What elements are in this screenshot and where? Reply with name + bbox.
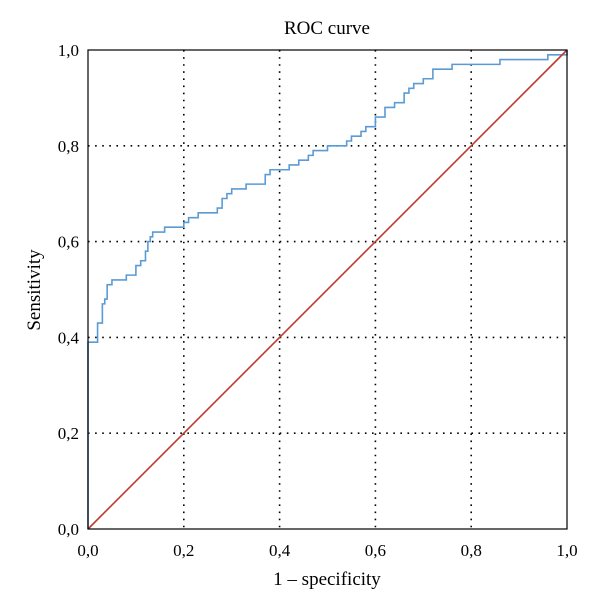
reference-diagonal-line <box>87 49 568 530</box>
x-tick-label: 0,2 <box>173 541 194 560</box>
y-tick-label: 1,0 <box>58 41 79 60</box>
x-tick-label: 0,6 <box>365 541 386 560</box>
grid-lines <box>88 50 567 529</box>
series-layer <box>87 49 568 530</box>
roc-curve-line <box>87 50 568 529</box>
x-tick-label: 0,0 <box>77 541 98 560</box>
x-axis-title: 1 – specificity <box>273 569 381 590</box>
x-tick-label: 1,0 <box>556 541 577 560</box>
y-tick-label: 0,6 <box>58 233 79 252</box>
y-tick-label: 0,8 <box>58 137 79 156</box>
x-tick-label: 0,4 <box>269 541 291 560</box>
plot-frame <box>87 49 568 530</box>
y-tick-label: 0,2 <box>58 424 79 443</box>
y-axis-title: Sensitivity <box>24 249 45 331</box>
tick-labels: 0,0 0,2 0,4 0,6 0,8 1,0 0,0 0,2 0,4 0,6 0,8 1,0 <box>58 41 578 560</box>
y-tick-label: 0,0 <box>58 520 79 539</box>
chart-title: ROC curve <box>284 18 370 39</box>
y-tick-label: 0,4 <box>58 328 80 347</box>
x-tick-label: 0,8 <box>461 541 482 560</box>
